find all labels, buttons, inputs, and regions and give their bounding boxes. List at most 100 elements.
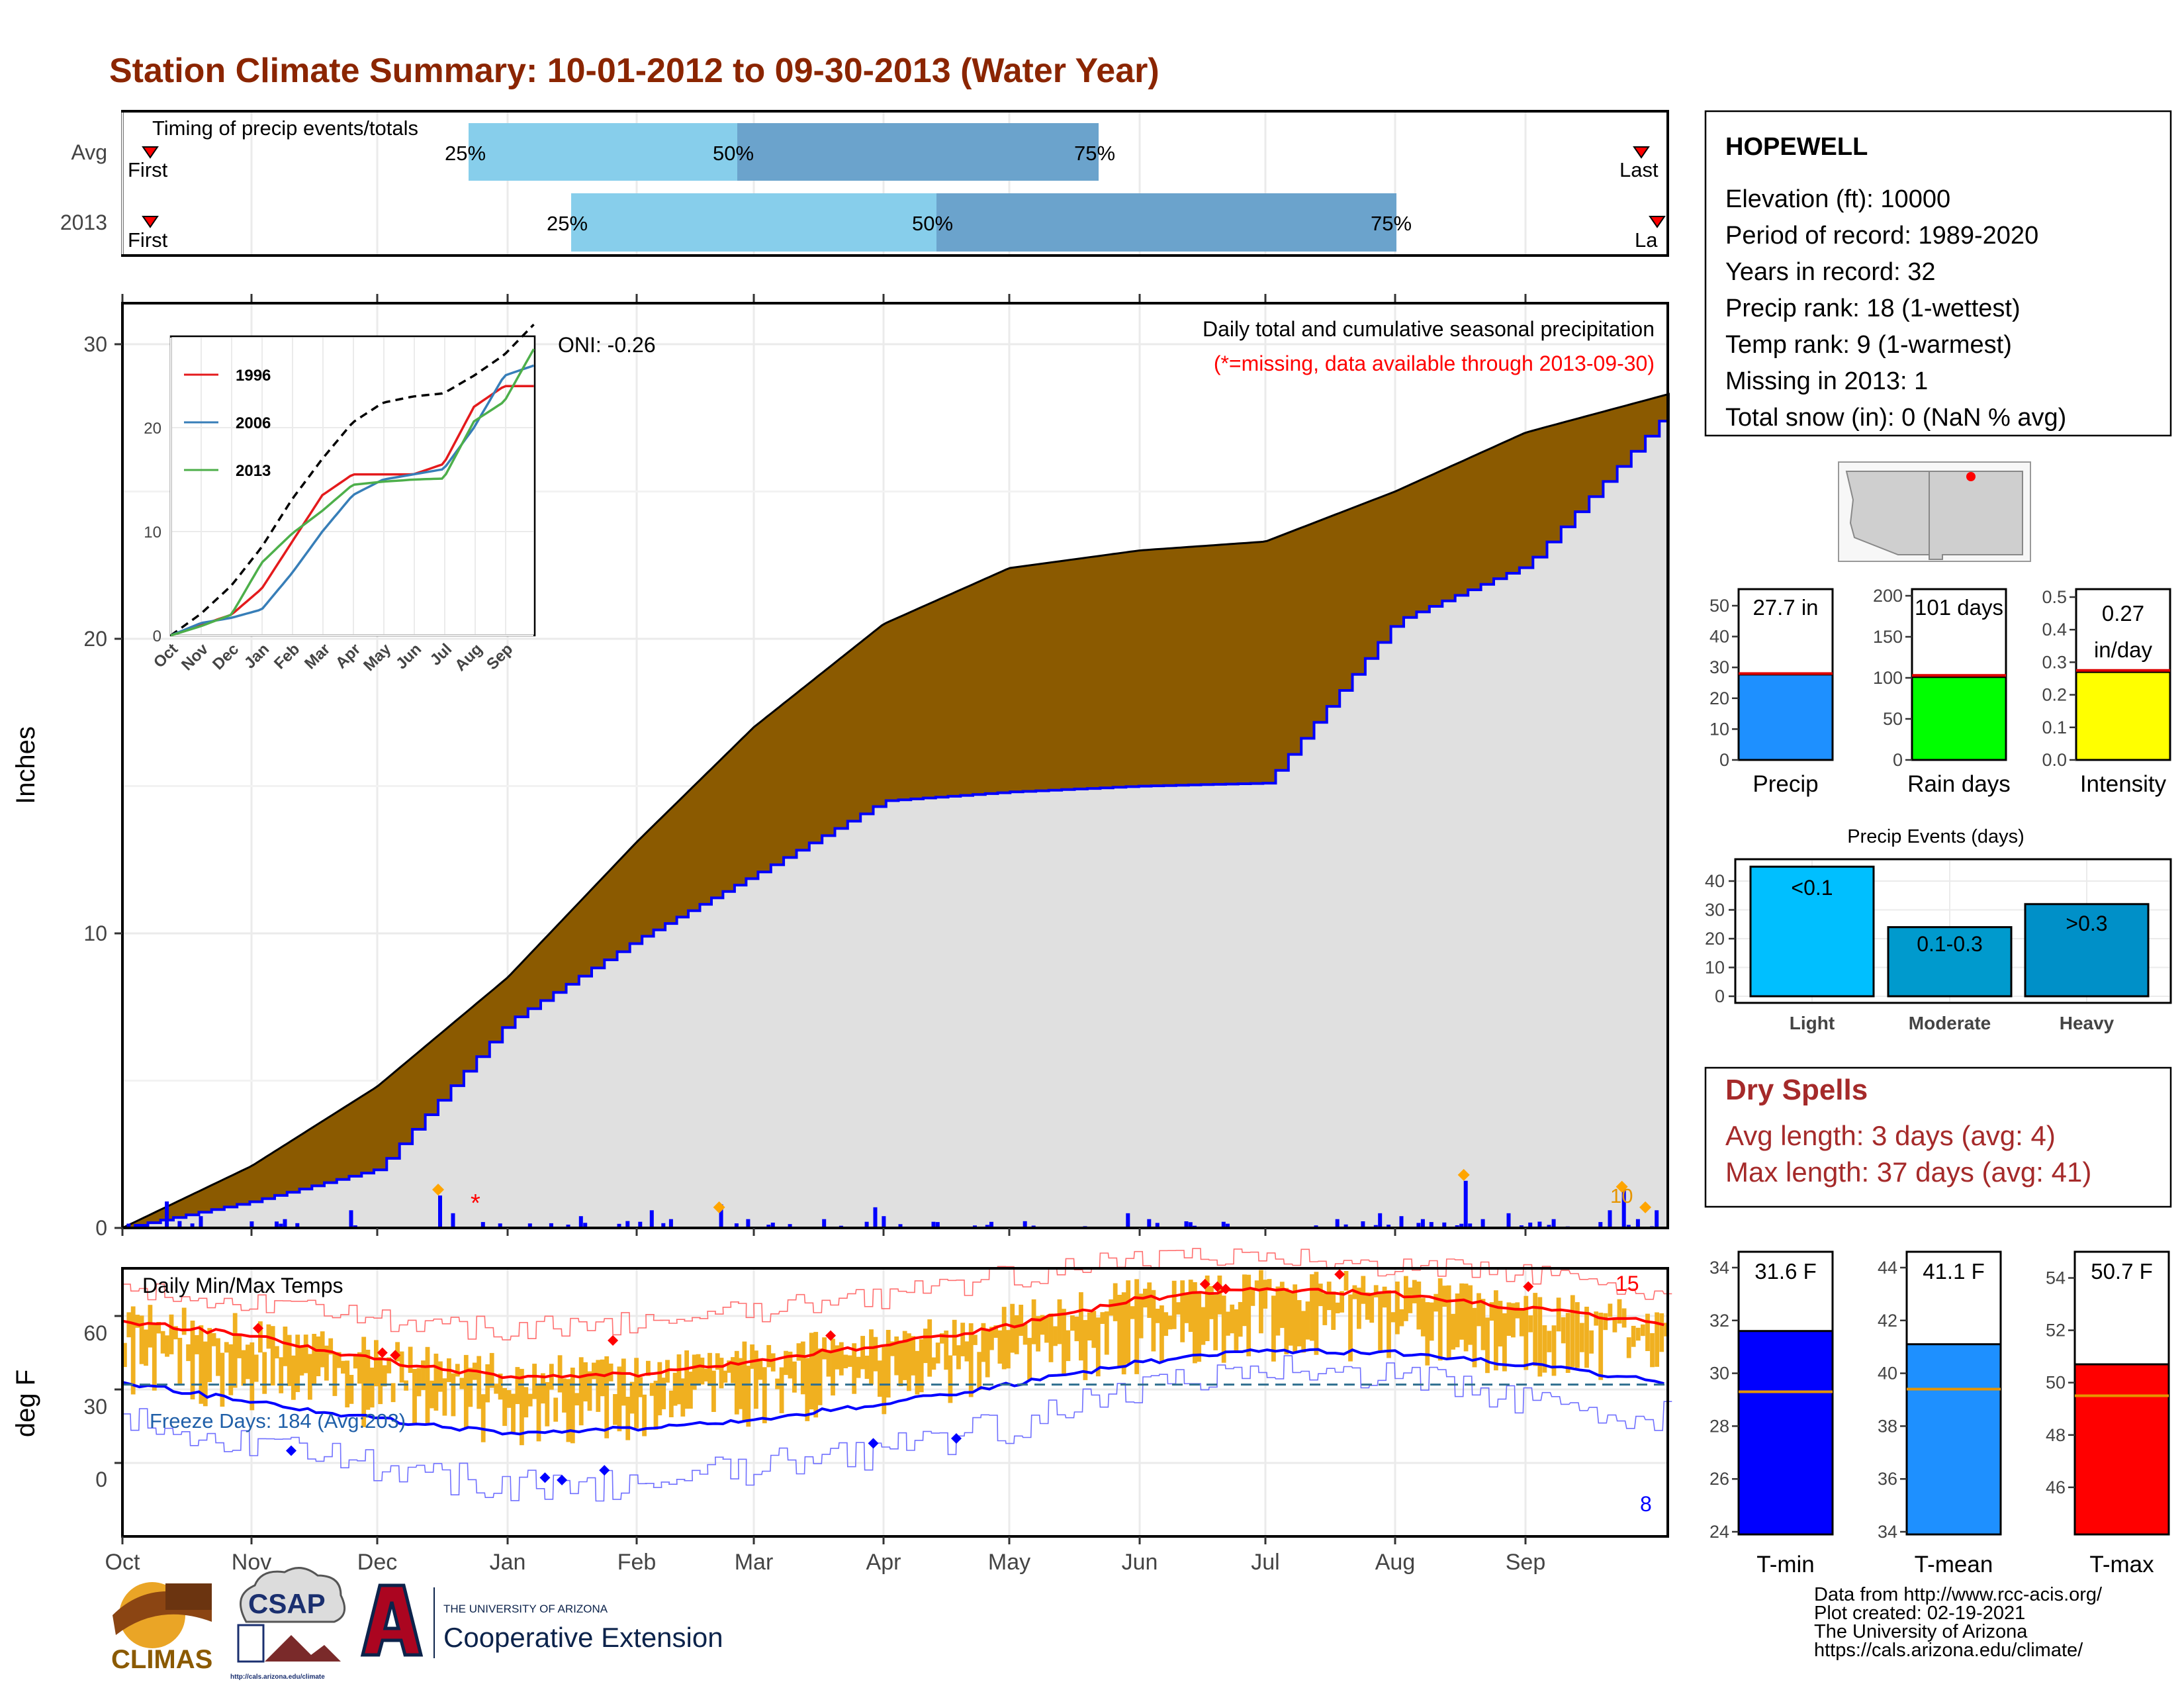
daily-temp-range-bar xyxy=(1130,1306,1135,1319)
timing-2013-p25: 25% xyxy=(547,212,588,235)
daily-temp-range-bar xyxy=(203,1341,208,1407)
timing-row-2013-label: 2013 xyxy=(60,211,107,234)
daily-temp-range-bar xyxy=(463,1354,469,1429)
daily-temp-range-bar xyxy=(813,1332,819,1418)
daily-temp-range-bar xyxy=(253,1354,259,1382)
inset-chart: 1996 2006 2013 0 10 20 OctNovDecJanFebMa… xyxy=(144,323,536,675)
daily-temp-range-bar xyxy=(430,1380,434,1409)
events-bar-heavy xyxy=(2024,903,2150,998)
events-ytick-4: 40 xyxy=(1705,871,1725,891)
station-info-box: HOPEWELL Elevation (ft): 10000 Period of… xyxy=(1704,110,2172,437)
daily-precip-bar xyxy=(864,1221,869,1228)
daily-temp-range-bar xyxy=(1547,1331,1552,1352)
daily-temp-range-bar xyxy=(1542,1325,1547,1373)
daily-precip-bar xyxy=(527,1223,532,1228)
daily-precip-bar xyxy=(1335,1219,1340,1228)
daily-precip-bar xyxy=(549,1223,553,1228)
daily-temp-range-bar xyxy=(527,1393,533,1407)
daily-temp-range-bar xyxy=(1655,1312,1659,1367)
daily-temp-range-bar xyxy=(515,1367,520,1405)
daily-temp-range-bar xyxy=(1373,1285,1379,1297)
daily-temp-range-bar xyxy=(506,1390,512,1408)
timing-avg-first-marker xyxy=(142,146,159,159)
daily-temp-range-bar xyxy=(207,1328,212,1382)
daily-temp-range-bar xyxy=(707,1352,712,1386)
daily-temp-range-bar xyxy=(341,1360,345,1374)
daily-temp-range-bar xyxy=(139,1315,144,1364)
daily-temp-range-bar xyxy=(931,1357,936,1370)
daily-temp-range-bar xyxy=(805,1358,810,1421)
daily-temp-range-bar xyxy=(299,1347,304,1376)
ua-logo-big-text: Cooperative Extension xyxy=(443,1622,723,1653)
daily-temp-range-bar xyxy=(1171,1280,1177,1329)
daily-temp-range-bar xyxy=(1322,1293,1328,1325)
daily-precip-bar xyxy=(578,1216,583,1228)
station-missing: Missing in 2013: 1 xyxy=(1725,367,1928,395)
daily-temp-range-bar xyxy=(742,1341,747,1421)
daily-temp-range-bar xyxy=(498,1374,503,1400)
daily-temp-range-bar xyxy=(847,1355,852,1367)
daily-temp-range-bar xyxy=(1420,1297,1426,1336)
daily-temp-range-bar xyxy=(1019,1305,1024,1336)
daily-temp-range-bar xyxy=(312,1334,317,1385)
timing-2013-first-marker xyxy=(142,216,159,228)
daily-temp-range-bar xyxy=(1205,1275,1210,1341)
daily-temp-range-bar xyxy=(600,1359,605,1397)
daily-temp-range-bar xyxy=(1014,1315,1019,1354)
precip-ytick-10: 10 xyxy=(83,921,107,945)
daily-temp-range-bar xyxy=(324,1345,329,1381)
daily-temp-range-bar xyxy=(303,1335,308,1374)
daily-temp-range-bar xyxy=(494,1383,499,1394)
daily-temp-range-bar xyxy=(511,1393,516,1432)
record-high-marker-3 xyxy=(608,1335,619,1346)
daily-temp-range-bar xyxy=(545,1382,550,1427)
daily-precip-bar xyxy=(199,1216,203,1228)
daily-temp-range-bar xyxy=(1551,1325,1557,1376)
csap-logo-url: http://cals.arizona.edu/climate xyxy=(230,1673,325,1681)
daily-temp-range-bar xyxy=(232,1313,238,1388)
daily-temp-range-bar xyxy=(1053,1326,1058,1346)
daily-temp-range-bar xyxy=(1404,1276,1408,1321)
daily-temp-range-bar xyxy=(1446,1285,1451,1359)
daily-temp-range-bar xyxy=(625,1397,631,1440)
dry-spells-box: Dry Spells Avg length: 3 days (avg: 4) M… xyxy=(1704,1066,2172,1208)
timing-2013-p75: 75% xyxy=(1371,212,1412,235)
tmax-ytick-2: 50 xyxy=(2046,1373,2066,1393)
station-location-dot xyxy=(1966,472,1976,481)
daily-precip-bar xyxy=(1442,1222,1447,1228)
daily-temp-range-bar xyxy=(788,1351,793,1379)
daily-temp-range-bar xyxy=(1598,1313,1604,1380)
daily-temp-range-bar xyxy=(1399,1309,1404,1327)
timing-avg-bar-dark xyxy=(737,123,1099,181)
csap-logo-cloud xyxy=(240,1567,346,1623)
daily-temp-range-bar xyxy=(878,1360,882,1397)
daily-temp-range-bar xyxy=(1561,1317,1566,1344)
daily-temp-range-bar xyxy=(596,1360,601,1412)
daily-temp-range-bar xyxy=(566,1379,571,1442)
tmean-bar xyxy=(1905,1343,2002,1536)
events-bar-light-inner: <0.1 xyxy=(1791,876,1833,900)
precip-ytick-4: 40 xyxy=(1709,627,1729,647)
station-years: Years in record: 32 xyxy=(1725,258,1936,286)
daily-temp-range-bar xyxy=(1641,1324,1645,1336)
daily-temp-range-bar xyxy=(1408,1288,1413,1313)
daily-temp-range-bar xyxy=(1580,1323,1584,1352)
precip-ytick-3: 30 xyxy=(1709,657,1729,677)
daily-temp-range-bar xyxy=(964,1341,970,1362)
precip-event-count: 10 xyxy=(1610,1184,1633,1207)
daily-temp-range-bar xyxy=(621,1358,626,1406)
record-high-marker-0 xyxy=(253,1323,263,1334)
daily-temp-range-bar xyxy=(1489,1302,1494,1321)
daily-temp-range-bar xyxy=(587,1371,592,1411)
freeze-days-label: Freeze Days: 184 (Avg:203) xyxy=(150,1409,406,1432)
daily-temp-range-bar xyxy=(287,1335,292,1386)
daily-temp-range-bar xyxy=(1612,1317,1617,1333)
timing-avg-p50: 50% xyxy=(713,142,754,165)
timing-avg-p25: 25% xyxy=(445,142,486,165)
page-title: Station Climate Summary: 10-01-2012 to 0… xyxy=(109,52,1160,90)
precip-events-yaxis: 0 10 20 30 40 xyxy=(1705,871,1735,1006)
daily-temp-range-bar xyxy=(246,1344,250,1380)
daily-temp-range-bar xyxy=(144,1329,148,1366)
daily-temp-range-bar xyxy=(1242,1274,1247,1327)
